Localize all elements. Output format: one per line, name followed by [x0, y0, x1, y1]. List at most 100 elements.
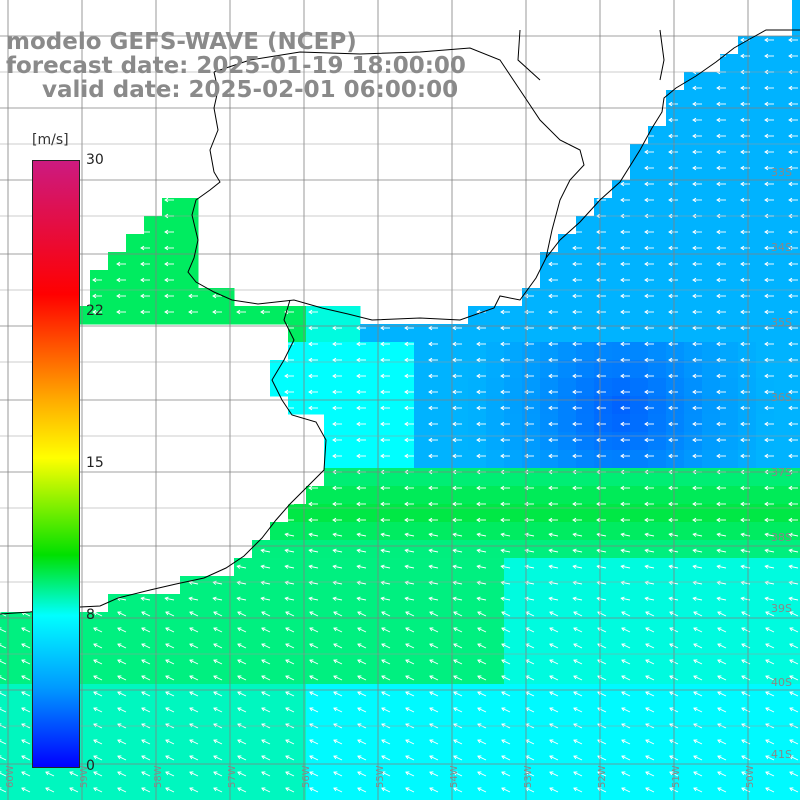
field-cell [324, 738, 343, 757]
field-cell [72, 774, 91, 793]
wind-arrow [740, 181, 750, 187]
field-cell [702, 216, 721, 235]
field-cell [252, 756, 271, 775]
wind-arrow [620, 405, 630, 411]
wind-arrow [740, 596, 751, 601]
field-cell [792, 630, 800, 649]
wind-arrow [548, 548, 559, 553]
field-cell [234, 666, 253, 685]
field-cell [486, 792, 505, 800]
wind-arrow [645, 771, 655, 777]
field-cell [504, 720, 523, 739]
field-cell [378, 342, 397, 361]
wind-arrow [140, 596, 151, 601]
field-cell [126, 666, 145, 685]
wind-arrow [380, 373, 390, 379]
field-cell [396, 630, 415, 649]
field-cell [486, 522, 505, 541]
field-cell [684, 270, 703, 289]
wind-arrow [620, 261, 630, 267]
wind-arrow [524, 373, 534, 379]
wind-arrow [141, 755, 151, 761]
wind-arrow [381, 755, 391, 761]
field-cell [576, 486, 595, 505]
field-cell [198, 630, 217, 649]
wind-arrow [740, 245, 750, 251]
wind-arrow [764, 165, 774, 171]
field-cell [702, 522, 721, 541]
wind-arrow [213, 643, 223, 649]
wind-arrow [332, 341, 342, 347]
wind-arrow [716, 245, 726, 251]
field-cell [486, 306, 505, 325]
wind-arrow [141, 627, 151, 633]
field-cell [90, 774, 109, 793]
field-cell [540, 792, 559, 800]
field-cell [720, 468, 739, 487]
field-cell [504, 432, 523, 451]
field-cell [630, 360, 649, 379]
wind-arrow [357, 627, 367, 633]
field-cell [162, 738, 181, 757]
field-cell [648, 126, 667, 145]
wind-arrow [356, 389, 366, 395]
wind-arrow [788, 325, 798, 331]
field-cell [504, 648, 523, 667]
wind-arrow [716, 341, 726, 347]
field-cell [666, 216, 685, 235]
wind-arrow [452, 564, 463, 569]
field-cell [756, 450, 775, 469]
field-cell [450, 378, 469, 397]
field-cell [234, 306, 253, 325]
field-cell [630, 720, 649, 739]
wind-arrow [260, 309, 270, 315]
wind-arrow [404, 548, 415, 553]
field-cell [720, 72, 739, 91]
wind-arrow [93, 771, 103, 777]
wind-arrow [764, 245, 774, 251]
field-cell [234, 594, 253, 613]
wind-arrow [668, 197, 678, 203]
field-cell [684, 216, 703, 235]
lon-label: 57W [227, 765, 238, 788]
field-cell [576, 324, 595, 343]
wind-arrow [0, 755, 7, 761]
wind-arrow [596, 293, 606, 299]
field-cell [126, 648, 145, 667]
field-cell [0, 720, 19, 739]
wind-arrow [501, 643, 511, 649]
field-cell [720, 486, 739, 505]
field-cell [630, 252, 649, 271]
wind-arrow [452, 421, 462, 427]
wind-arrow [380, 357, 390, 363]
field-cell [144, 630, 163, 649]
field-cell [540, 378, 559, 397]
field-cell [630, 576, 649, 595]
wind-arrow [333, 659, 343, 665]
field-cell [792, 522, 800, 541]
wind-arrow [788, 309, 798, 315]
wind-arrow [405, 739, 415, 745]
field-cell [450, 792, 469, 800]
wind-arrow [620, 485, 630, 491]
wind-arrow [213, 755, 223, 761]
field-cell [144, 594, 163, 613]
wind-arrow [549, 627, 559, 633]
wind-arrow [693, 707, 703, 713]
field-cell [774, 540, 793, 559]
wind-arrow [452, 325, 462, 331]
field-cell [108, 738, 127, 757]
field-cell [576, 234, 595, 253]
field-cell [216, 738, 235, 757]
wind-arrow [596, 325, 606, 331]
field-cell [558, 324, 577, 343]
wind-arrow [716, 261, 726, 267]
field-cell [270, 684, 289, 703]
field-cell [270, 738, 289, 757]
field-cell [144, 720, 163, 739]
field-cell [360, 342, 379, 361]
field-cell [504, 702, 523, 721]
field-cell [702, 378, 721, 397]
field-cell [666, 360, 685, 379]
